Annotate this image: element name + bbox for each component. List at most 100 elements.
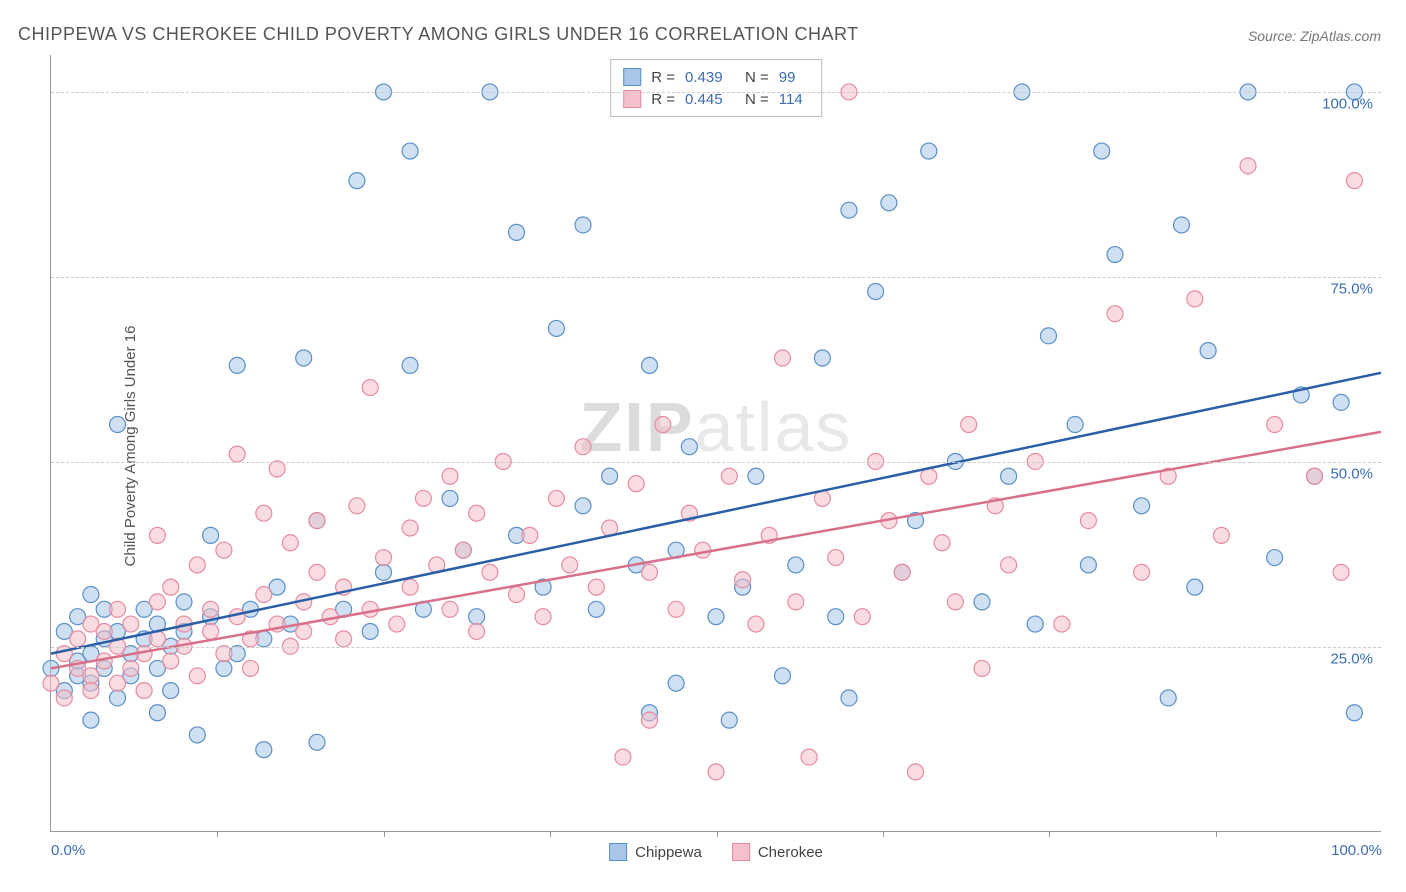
x-tick-label: 100.0% [1331, 842, 1382, 859]
gridline [51, 647, 1381, 648]
scatter-point [934, 535, 950, 551]
scatter-point [509, 587, 525, 603]
scatter-point [1041, 328, 1057, 344]
scatter-point [841, 690, 857, 706]
scatter-point [56, 690, 72, 706]
source-value: ZipAtlas.com [1300, 28, 1381, 44]
scatter-point [1174, 217, 1190, 233]
scatter-point [522, 527, 538, 543]
scatter-point [775, 350, 791, 366]
scatter-point [908, 764, 924, 780]
scatter-point [828, 609, 844, 625]
scatter-point [628, 476, 644, 492]
scatter-point [1213, 527, 1229, 543]
scatter-point [1107, 247, 1123, 263]
scatter-point [43, 675, 59, 691]
scatter-point [176, 594, 192, 610]
scatter-point [149, 527, 165, 543]
scatter-point [575, 498, 591, 514]
scatter-point [56, 646, 72, 662]
scatter-point [163, 579, 179, 595]
scatter-point [163, 653, 179, 669]
chart-svg [51, 55, 1381, 831]
scatter-point [362, 380, 378, 396]
scatter-point [362, 601, 378, 617]
scatter-point [1080, 513, 1096, 529]
x-tick-mark [550, 831, 551, 837]
n-label: N = [745, 69, 769, 86]
scatter-point [509, 224, 525, 240]
scatter-point [1094, 143, 1110, 159]
gridline [51, 462, 1381, 463]
scatter-point [788, 557, 804, 573]
scatter-point [402, 143, 418, 159]
stats-legend-box: R = 0.439 N = 99 R = 0.445 N = 114 [610, 59, 822, 117]
scatter-point [216, 542, 232, 558]
scatter-point [721, 712, 737, 728]
legend-swatch [623, 68, 641, 86]
bottom-legend: Chippewa Cherokee [609, 843, 823, 861]
scatter-point [921, 143, 937, 159]
scatter-point [442, 468, 458, 484]
y-tick-label: 100.0% [1322, 96, 1373, 113]
scatter-point [296, 350, 312, 366]
scatter-point [309, 564, 325, 580]
scatter-point [376, 550, 392, 566]
scatter-point [136, 683, 152, 699]
scatter-point [110, 417, 126, 433]
scatter-point [1307, 468, 1323, 484]
gridline [51, 92, 1381, 93]
scatter-point [189, 668, 205, 684]
scatter-point [163, 683, 179, 699]
scatter-point [695, 542, 711, 558]
scatter-point [469, 609, 485, 625]
scatter-point [894, 564, 910, 580]
scatter-point [189, 727, 205, 743]
scatter-point [309, 734, 325, 750]
scatter-point [868, 284, 884, 300]
chart-title: CHIPPEWA VS CHEROKEE CHILD POVERTY AMONG… [18, 24, 859, 45]
scatter-point [1333, 394, 1349, 410]
scatter-point [562, 557, 578, 573]
scatter-point [1134, 564, 1150, 580]
scatter-point [455, 542, 471, 558]
scatter-point [402, 520, 418, 536]
scatter-point [841, 202, 857, 218]
x-tick-label: 0.0% [51, 842, 85, 859]
scatter-point [336, 631, 352, 647]
scatter-point [1160, 690, 1176, 706]
x-tick-mark [384, 831, 385, 837]
scatter-point [1067, 417, 1083, 433]
scatter-point [1001, 468, 1017, 484]
scatter-point [1200, 343, 1216, 359]
scatter-point [1134, 498, 1150, 514]
x-tick-mark [217, 831, 218, 837]
scatter-point [548, 320, 564, 336]
scatter-point [1240, 158, 1256, 174]
scatter-point [974, 594, 990, 610]
y-tick-label: 75.0% [1330, 281, 1373, 298]
scatter-point [282, 535, 298, 551]
stats-legend-row: R = 0.439 N = 99 [623, 66, 809, 88]
scatter-point [588, 601, 604, 617]
n-label: N = [745, 91, 769, 108]
scatter-point [947, 594, 963, 610]
n-value: 114 [779, 91, 809, 108]
scatter-point [442, 601, 458, 617]
scatter-point [642, 564, 658, 580]
scatter-point [96, 623, 112, 639]
x-tick-mark [1049, 831, 1050, 837]
scatter-point [256, 587, 272, 603]
scatter-point [296, 623, 312, 639]
scatter-point [402, 357, 418, 373]
scatter-point [362, 623, 378, 639]
scatter-point [269, 461, 285, 477]
source-attribution: Source: ZipAtlas.com [1248, 28, 1381, 44]
scatter-point [110, 675, 126, 691]
scatter-point [881, 195, 897, 211]
legend-swatch [732, 843, 750, 861]
scatter-point [668, 675, 684, 691]
scatter-point [1267, 550, 1283, 566]
scatter-point [203, 623, 219, 639]
r-label: R = [651, 91, 675, 108]
